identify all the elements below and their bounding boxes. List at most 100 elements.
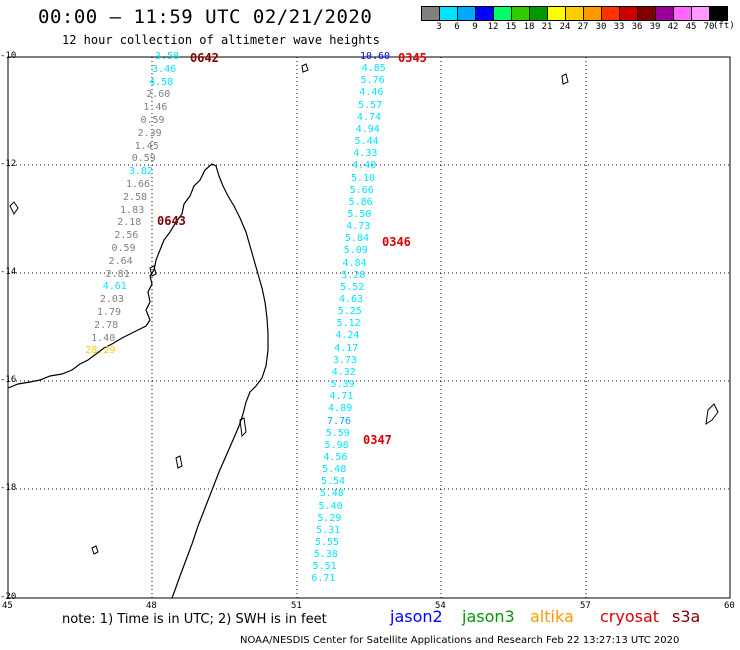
latitude-label: -14: [0, 267, 17, 277]
page-title: 00:00 – 11:59 UTC 02/21/2020: [38, 6, 373, 28]
wave-height-value: 4.63: [338, 294, 364, 305]
latitude-label: -12: [0, 159, 17, 169]
wave-height-value: 1.40: [91, 332, 116, 344]
wave-height-value: 4.32: [331, 366, 356, 378]
wave-height-value: 3.46: [152, 63, 177, 75]
wave-height-value: 4.58: [149, 76, 174, 88]
wave-height-value: 4.89: [328, 403, 353, 415]
wave-height-value: 4.17: [334, 342, 359, 354]
wave-height-value: 2.56: [114, 230, 139, 242]
satellite-legend-s3a: s3a: [672, 607, 701, 626]
wave-height-value: 5.57: [358, 99, 383, 111]
latitude-label: -16: [0, 375, 17, 385]
wave-height-value: 5.29: [317, 512, 342, 524]
wave-height-value: 5.48: [322, 464, 347, 476]
wave-height-value: 2.81: [105, 268, 130, 280]
wave-height-value: 2.60: [146, 89, 171, 101]
madagascar-coastline: [171, 163, 269, 599]
longitude-label: 54: [435, 601, 446, 611]
pass-time-label: 0346: [382, 235, 411, 249]
wave-height-value: 5.48: [319, 488, 344, 500]
footer-credit: NOAA/NESDIS Center for Satellite Applica…: [240, 635, 680, 646]
color-scale-tick-label: 24: [559, 22, 571, 32]
wave-height-value: 2.58: [123, 191, 148, 203]
color-scale-tick-label: 39: [649, 22, 661, 32]
color-scale-tick-label: 30: [595, 22, 607, 32]
color-scale-tick-label: 15: [505, 22, 517, 32]
wave-height-value: 0.59: [140, 115, 165, 126]
wave-height-value: 5.84: [344, 233, 370, 245]
wave-height-value: 3.73: [332, 354, 358, 366]
color-scale-tick-label: 36: [631, 22, 643, 32]
latitude-label: -18: [0, 483, 17, 493]
wave-height-value: 5.40: [318, 500, 343, 512]
color-scale-tick-label: 45: [685, 22, 697, 32]
color-scale-tick-label: 12: [487, 22, 499, 32]
color-scale-tick-label: 21: [541, 22, 553, 32]
wave-height-value: 5.98: [324, 439, 349, 451]
wave-height-value: 28.29: [85, 345, 116, 357]
note-text: note: 1) Time is in UTC; 2) SWH is in fe…: [62, 612, 327, 627]
wave-height-value: 5.54: [320, 476, 346, 488]
island: [561, 73, 569, 85]
pass-time-label: 0345: [398, 51, 427, 65]
longitude-label: 57: [580, 601, 591, 611]
wave-height-value: 5.66: [349, 184, 374, 196]
wave-height-value: 2.18: [117, 217, 142, 229]
wave-height-value: 4.94: [355, 123, 380, 135]
satellite-legend-altika: altika: [530, 607, 574, 626]
wave-height-value: 5.51: [312, 561, 337, 573]
color-scale-bar: [421, 6, 728, 21]
latitude-label: -10: [0, 51, 17, 61]
wave-height-value: 5.44: [354, 136, 379, 148]
wave-height-value: 1.79: [96, 307, 122, 318]
wave-height-value: 5.59: [325, 427, 350, 439]
wave-height-value: 6.71: [311, 573, 336, 585]
pass-time-label: 0643: [157, 214, 186, 228]
page-subtitle: 12 hour collection of altimeter wave hei…: [62, 33, 380, 47]
color-scale-tick-label: 27: [577, 22, 589, 32]
color-scale-unit: (ft): [713, 21, 735, 31]
map-frame: [7, 56, 731, 599]
island: [9, 201, 19, 215]
wave-height-value: 5.09: [343, 245, 368, 257]
wave-height-value: 5.12: [336, 318, 361, 330]
island: [301, 63, 309, 73]
wave-height-value: 4.74: [356, 111, 382, 123]
island: [175, 455, 183, 469]
wave-height-value: 4.46: [359, 87, 384, 99]
wave-height-value: 4.85: [361, 63, 386, 75]
wave-height-value: 2.39: [137, 127, 162, 139]
wave-height-value: 4.84: [342, 257, 367, 269]
longitude-label: 48: [146, 601, 157, 611]
pass-time-label: 0347: [363, 433, 392, 447]
longitude-label: 51: [291, 601, 302, 611]
island: [705, 403, 719, 426]
wave-height-value: 1.83: [120, 204, 145, 216]
satellite-legend-cryosat: cryosat: [600, 607, 660, 626]
wave-height-value: 5.31: [316, 524, 341, 536]
island: [149, 265, 157, 277]
color-scale-tick-label: 18: [523, 22, 535, 32]
wave-height-value: 5.52: [340, 281, 365, 293]
longitude-label: 60: [724, 601, 735, 611]
satellite-legend-jason3: jason3: [462, 607, 515, 626]
island: [239, 417, 247, 438]
pass-time-label: 0642: [190, 51, 219, 65]
color-scale-tick-label: 33: [613, 22, 625, 32]
wave-height-value: 5.10: [350, 172, 376, 184]
color-scale-tick-label: 9: [472, 22, 478, 32]
wave-height-value: 5.28: [341, 269, 366, 281]
wave-height-value: 4.71: [329, 391, 354, 403]
wave-height-value: 10.60: [359, 51, 391, 62]
longitude-label: 45: [2, 601, 13, 611]
color-swatch: [709, 6, 728, 21]
wave-height-value: 2.03: [99, 294, 124, 306]
map-grid: [8, 57, 730, 598]
wave-height-value: 1.45: [134, 140, 159, 152]
color-scale-tick-label: 6: [454, 22, 460, 32]
wave-height-value: 5.25: [337, 306, 362, 318]
wave-height-value: 4.33: [353, 148, 378, 160]
